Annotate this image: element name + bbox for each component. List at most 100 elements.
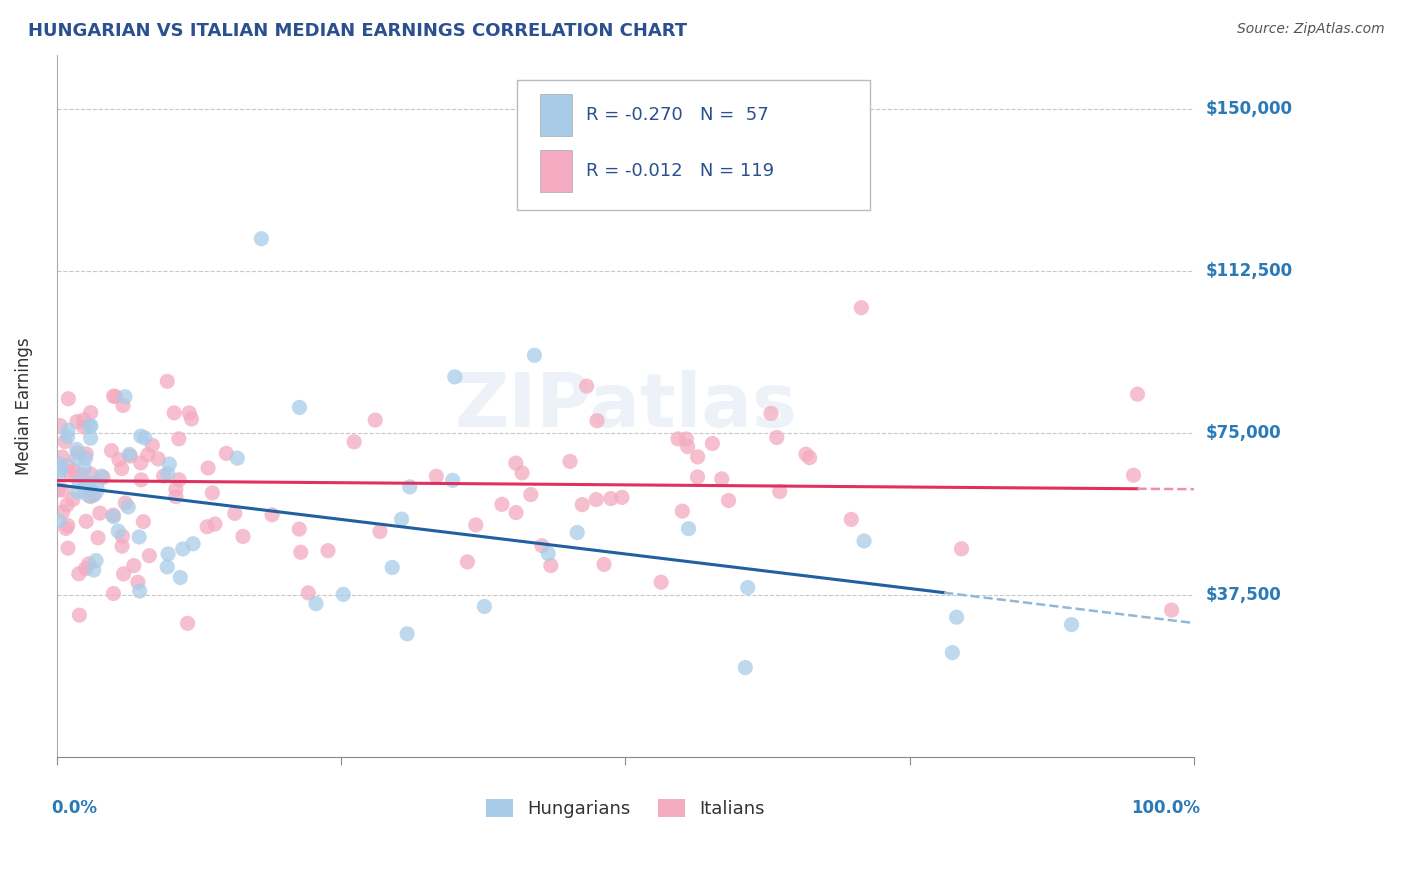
- Point: [82, 488, 104, 502]
- Point: [839, 512, 862, 526]
- Point: [464, 517, 486, 532]
- Point: [107, 524, 129, 538]
- Point: [1060, 617, 1083, 632]
- Point: [197, 461, 219, 475]
- Point: [686, 450, 709, 464]
- Point: [111, 461, 134, 475]
- Point: [157, 547, 180, 561]
- Point: [156, 375, 179, 389]
- Point: [297, 586, 319, 600]
- Point: [474, 599, 496, 614]
- Point: [152, 469, 174, 483]
- Point: [156, 467, 179, 481]
- Point: [176, 616, 198, 631]
- Point: [794, 447, 817, 461]
- Point: [46, 483, 69, 497]
- Point: [769, 484, 792, 499]
- Point: [122, 558, 145, 573]
- Point: [118, 447, 141, 461]
- Point: [599, 491, 621, 506]
- Point: [56, 498, 79, 512]
- Point: [79, 431, 101, 445]
- Point: [167, 473, 190, 487]
- Point: [575, 379, 598, 393]
- Point: [851, 301, 873, 315]
- Point: [425, 469, 447, 483]
- Point: [83, 563, 105, 577]
- Point: [169, 570, 191, 584]
- Point: [84, 554, 107, 568]
- Point: [702, 436, 724, 450]
- Point: [717, 493, 740, 508]
- Point: [75, 561, 97, 575]
- Point: [108, 452, 131, 467]
- Point: [204, 516, 226, 531]
- Point: [531, 539, 554, 553]
- Point: [224, 507, 246, 521]
- Point: [586, 414, 609, 428]
- Point: [332, 587, 354, 601]
- Point: [55, 521, 77, 535]
- Point: [250, 232, 273, 246]
- Point: [195, 520, 218, 534]
- Point: [80, 418, 103, 433]
- Point: [58, 466, 80, 480]
- Point: [290, 545, 312, 559]
- Point: [103, 509, 125, 524]
- Point: [571, 498, 593, 512]
- Point: [510, 466, 533, 480]
- Point: [70, 467, 93, 482]
- Text: $75,000: $75,000: [1205, 424, 1281, 442]
- Point: [505, 506, 527, 520]
- Point: [51, 450, 73, 464]
- Point: [77, 557, 100, 571]
- Point: [80, 482, 103, 496]
- Point: [759, 407, 782, 421]
- Point: [671, 504, 693, 518]
- Point: [456, 555, 478, 569]
- Point: [87, 531, 110, 545]
- Point: [111, 539, 134, 553]
- Point: [80, 406, 103, 420]
- Point: [201, 486, 224, 500]
- Point: [520, 487, 543, 501]
- Point: [165, 490, 187, 504]
- Point: [226, 451, 249, 466]
- Point: [129, 473, 152, 487]
- Point: [141, 438, 163, 452]
- Point: [101, 508, 124, 522]
- FancyBboxPatch shape: [540, 150, 572, 192]
- Point: [100, 443, 122, 458]
- Point: [128, 530, 150, 544]
- Point: [104, 390, 127, 404]
- Point: [215, 446, 238, 460]
- FancyBboxPatch shape: [540, 94, 572, 136]
- Point: [112, 566, 135, 581]
- Point: [80, 467, 103, 482]
- Point: [167, 432, 190, 446]
- Y-axis label: Median Earnings: Median Earnings: [15, 337, 32, 475]
- Point: [66, 442, 89, 457]
- Point: [67, 608, 90, 623]
- Point: [62, 492, 84, 507]
- Point: [443, 370, 465, 384]
- FancyBboxPatch shape: [517, 79, 870, 210]
- Point: [79, 490, 101, 504]
- Point: [686, 470, 709, 484]
- Point: [129, 456, 152, 470]
- Point: [129, 429, 152, 443]
- Point: [650, 575, 672, 590]
- Point: [391, 512, 413, 526]
- Text: $150,000: $150,000: [1205, 100, 1292, 118]
- Point: [89, 506, 111, 520]
- Point: [48, 468, 70, 483]
- Point: [1160, 603, 1182, 617]
- Point: [52, 505, 75, 519]
- Point: [163, 406, 186, 420]
- Point: [49, 457, 72, 471]
- Point: [75, 451, 97, 466]
- Point: [396, 627, 419, 641]
- Point: [593, 558, 616, 572]
- Point: [288, 522, 311, 536]
- Point: [558, 454, 581, 468]
